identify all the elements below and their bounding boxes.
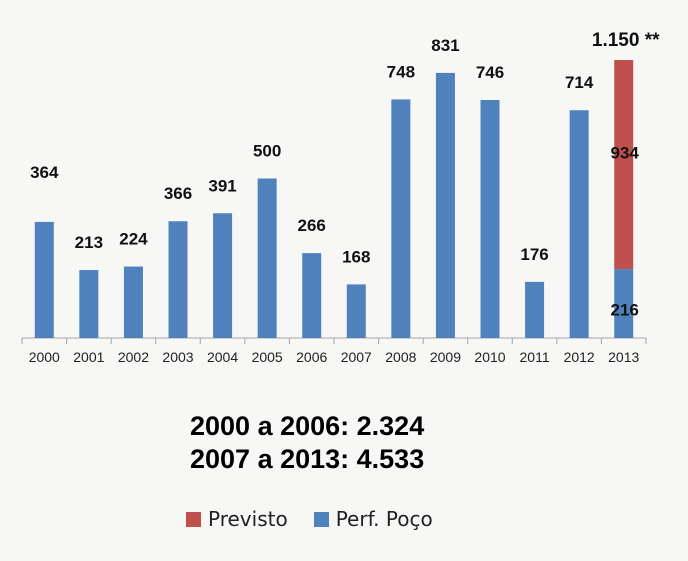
x-tick-label: 2000 — [29, 349, 60, 365]
bar-2004-perf-po-o — [213, 213, 233, 338]
bar-2002-perf-po-o — [123, 266, 143, 338]
summary-totals: 2000 a 2006: 2.324 2007 a 2013: 4.533 — [190, 410, 424, 476]
x-tick-label: 2006 — [296, 349, 327, 365]
x-tick-label: 2005 — [252, 349, 283, 365]
bar-2012-perf-po-o — [569, 110, 589, 338]
legend-label: Perf. Poço — [335, 507, 433, 531]
summary-line-1: 2000 a 2006: 2.324 — [190, 411, 425, 441]
data-label: 391 — [208, 176, 236, 195]
x-tick-label: 2010 — [474, 349, 505, 365]
x-tick-label: 2011 — [520, 349, 550, 365]
legend-label: Previsto — [208, 507, 288, 531]
data-label: 176 — [520, 245, 548, 264]
bar-2003-perf-po-o — [168, 221, 188, 338]
data-label: 831 — [431, 36, 459, 55]
total-label: 1.150 ** — [592, 30, 660, 51]
bar-chart: 2000 364 2001 213 2002 224 2003 366 2004 391 2005 5… — [21, 30, 660, 365]
legend-swatch — [186, 512, 201, 527]
data-label: 748 — [387, 62, 415, 81]
x-tick-label: 2007 — [341, 349, 372, 365]
bar-2010-perf-po-o — [480, 100, 500, 338]
data-label: 224 — [119, 230, 148, 249]
data-label: 934 — [611, 144, 640, 163]
data-label: 168 — [342, 247, 370, 266]
x-tick-label: 2003 — [162, 349, 193, 365]
x-tick-label: 2004 — [207, 349, 238, 365]
x-tick-label: 2001 — [73, 349, 104, 365]
bar-2008-perf-po-o — [391, 99, 411, 338]
bar-2009-perf-po-o — [435, 72, 455, 338]
x-tick-label: 2012 — [564, 349, 595, 365]
data-label: 364 — [30, 163, 59, 182]
data-label: 213 — [75, 233, 103, 252]
x-tick-label: 2009 — [430, 349, 461, 365]
data-label: 746 — [476, 63, 504, 82]
data-label: 266 — [298, 216, 326, 235]
bar-2011-perf-po-o — [525, 281, 545, 338]
bar-2013-perf-po-o — [614, 269, 634, 338]
x-tick-label: 2013 — [608, 349, 639, 365]
legend-item-previsto: Previsto — [186, 507, 288, 531]
x-tick-label: 2002 — [118, 349, 149, 365]
data-label: 714 — [565, 73, 594, 92]
bar-2001-perf-po-o — [79, 270, 99, 338]
summary-line-2: 2007 a 2013: 4.533 — [190, 444, 425, 474]
legend-item-perf-poco: Perf. Poço — [313, 507, 433, 531]
bar-2006-perf-po-o — [302, 253, 322, 338]
bar-2007-perf-po-o — [346, 284, 366, 338]
bar-2013-previsto — [614, 60, 634, 270]
bar-2005-perf-po-o — [257, 178, 277, 338]
bar-2000-perf-po-o — [34, 221, 54, 338]
data-label: 366 — [164, 184, 192, 203]
legend-swatch — [313, 512, 329, 527]
x-tick-label: 2008 — [385, 349, 416, 365]
data-label: 216 — [611, 301, 639, 320]
legend: Previsto Perf. Poço — [186, 507, 433, 531]
data-label: 500 — [253, 142, 281, 161]
